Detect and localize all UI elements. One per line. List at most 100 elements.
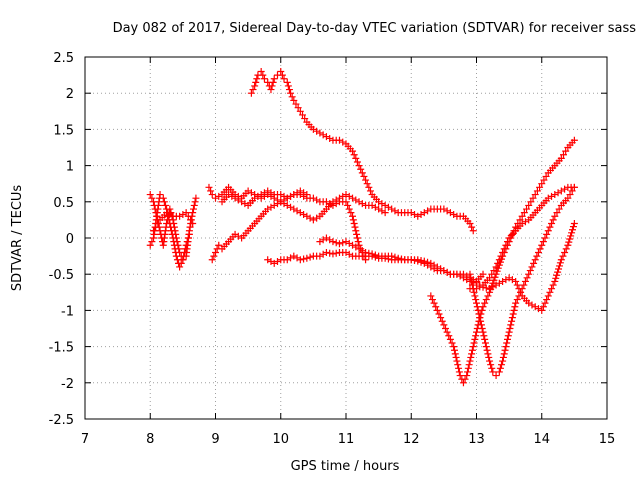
data-point: [531, 256, 539, 264]
data-point-interp: [353, 158, 361, 166]
data-point-interp: [438, 317, 446, 325]
data-point: [570, 183, 578, 191]
axis-ticks: 7 8 9 10 11 12 13 14 15 -2.5 -2 -1.5 -1 -0.5 0 0.5 1 1.5 2…: [49, 51, 616, 447]
data-point: [570, 220, 578, 228]
data-point-interp: [432, 303, 440, 311]
data-point: [251, 82, 259, 90]
data-point: [192, 194, 200, 202]
data-point-interp: [549, 281, 557, 289]
data-point: [557, 154, 565, 162]
data-point: [283, 78, 291, 86]
data-point: [479, 270, 487, 278]
y-tick-label: 2: [66, 87, 74, 102]
y-axis-label: SDTVAR / TECUs: [10, 185, 25, 292]
data-point: [185, 230, 193, 238]
data-point: [473, 299, 480, 307]
series-track-m: [466, 183, 578, 293]
x-tick-label: 9: [211, 432, 219, 447]
data-point-interp: [470, 339, 478, 347]
chart-title: Day 082 of 2017, Sidereal Day-to-day VTE…: [113, 21, 637, 36]
data-point: [362, 248, 370, 256]
data-point-interp: [488, 270, 496, 278]
data-point: [525, 201, 533, 209]
series-track-l: [486, 220, 578, 314]
data-point-interp: [508, 317, 516, 325]
data-point: [512, 299, 520, 307]
data-point-interp: [189, 205, 197, 213]
data-point-interp: [565, 238, 573, 246]
data-point-interp: [184, 234, 192, 242]
data-point-interp: [253, 75, 261, 83]
data-point-interp: [548, 220, 556, 228]
data-point-interp: [450, 346, 458, 354]
data-point-interp: [181, 248, 189, 256]
data-point: [492, 263, 500, 271]
data-point-interp: [523, 205, 531, 213]
data-point-interp: [181, 245, 189, 253]
data-point-interp: [452, 353, 460, 361]
data-point-interp: [186, 223, 194, 231]
data-point-interp: [278, 71, 286, 79]
data-point: [182, 209, 190, 217]
data-point-interp: [442, 325, 450, 332]
data-point-interp: [461, 375, 469, 383]
data-point: [212, 248, 219, 256]
data-point-interp: [468, 223, 476, 231]
data-point-interp: [511, 303, 519, 311]
data-point-interp: [480, 332, 488, 340]
data-point: [505, 328, 513, 336]
x-tick-label: 10: [272, 432, 289, 447]
data-point-interp: [357, 165, 365, 173]
data-point: [189, 209, 197, 217]
data-point-interp: [553, 209, 561, 217]
data-point-interp: [354, 238, 362, 246]
data-point-interp: [536, 183, 544, 191]
data-point-interp: [284, 82, 292, 90]
series-track-a: [247, 67, 477, 235]
data-point-interp: [455, 364, 463, 372]
data-point-interp: [484, 292, 492, 300]
data-point-interp: [353, 230, 361, 238]
data-point-interp: [152, 223, 160, 231]
data-point-interp: [365, 249, 373, 257]
data-point-interp: [332, 249, 340, 257]
data-point: [499, 248, 507, 256]
data-point-interp: [347, 209, 355, 217]
data-point: [459, 379, 467, 387]
data-point: [260, 75, 268, 83]
data-point: [335, 240, 343, 248]
data-point: [342, 198, 350, 206]
data-point-interp: [191, 198, 199, 206]
data-point: [489, 368, 497, 376]
data-point-interp: [503, 335, 511, 343]
data-point-interp: [172, 248, 180, 256]
data-point-interp: [190, 201, 198, 209]
data-point-interp: [170, 238, 178, 246]
data-point-interp: [288, 93, 296, 101]
data-point: [450, 343, 458, 351]
data-point-interp: [344, 201, 352, 209]
data-point: [570, 136, 578, 144]
data-point-interp: [167, 227, 175, 235]
data-point-interp: [445, 332, 453, 340]
data-point: [205, 183, 213, 191]
data-point-interp: [424, 258, 432, 266]
data-point: [495, 368, 503, 376]
data-point: [453, 357, 461, 365]
data-point-interp: [468, 350, 476, 358]
series-track-i: [316, 234, 487, 285]
data-point: [492, 372, 500, 380]
data-point-interp: [468, 281, 476, 289]
data-point-interp: [541, 299, 549, 307]
data-point-interp: [553, 271, 561, 279]
data-point: [329, 250, 337, 258]
data-point-interp: [520, 209, 528, 217]
data-point-interp: [506, 325, 514, 332]
data-point-interp: [184, 212, 192, 220]
data-point: [512, 277, 520, 285]
x-tick-label: 14: [533, 432, 550, 447]
data-point-interp: [165, 216, 173, 224]
data-point-interp: [471, 335, 479, 343]
data-point-interp: [533, 187, 541, 195]
data-point-interp: [299, 111, 306, 119]
